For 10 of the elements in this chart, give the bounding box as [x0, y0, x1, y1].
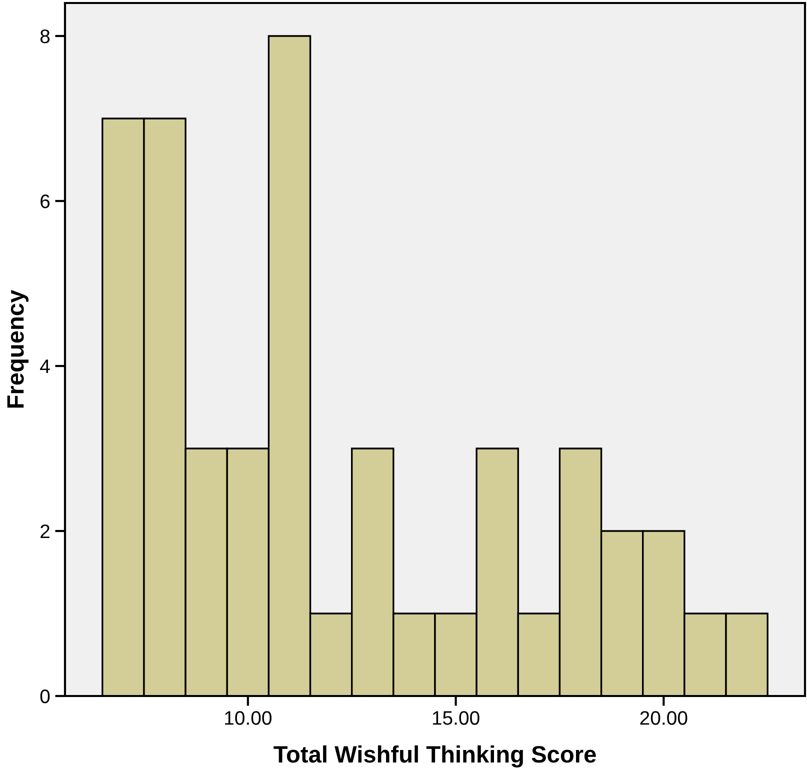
x-tick-label: 15.00 — [432, 711, 480, 725]
y-tick-label: 6 — [40, 194, 50, 208]
x-axis-title: Total Wishful Thinking Score — [274, 745, 596, 768]
x-tick-label: 20.00 — [640, 711, 688, 725]
y-tick-label: 8 — [40, 29, 50, 44]
x-tick-label: 10.00 — [225, 711, 272, 725]
y-axis-title: Frequency — [7, 290, 28, 408]
y-tick-label: 2 — [40, 524, 50, 538]
y-tick-label: 4 — [40, 360, 50, 374]
y-tick-label: 0 — [40, 689, 50, 704]
